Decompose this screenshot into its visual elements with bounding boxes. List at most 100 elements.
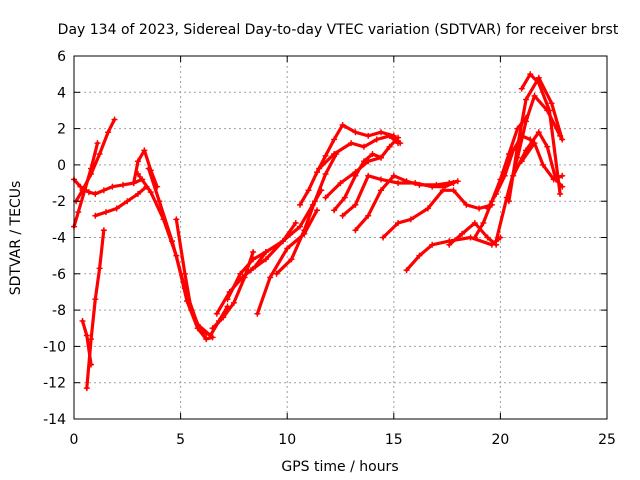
data-point [296,201,303,208]
data-point [531,92,538,99]
data-point [550,176,557,183]
data-point [403,267,410,274]
series-trace [381,188,494,240]
grid-lines [74,56,607,419]
data-point [459,230,466,237]
data-point [493,238,500,245]
x-tick-label: 15 [385,432,403,448]
data-point [239,274,246,281]
data-point [169,238,176,245]
data-point [83,385,90,392]
data-point [254,310,261,317]
x-axis-label: GPS time / hours [281,459,398,475]
data-point [395,180,402,187]
data-point [237,270,244,277]
data-point [527,71,534,78]
data-point [75,209,82,216]
data-point [416,181,423,188]
data-point [424,205,431,212]
data-point [480,219,487,226]
data-point [369,151,376,158]
data-point [341,194,348,201]
data-point [407,216,414,223]
x-tick-label: 5 [176,432,185,448]
x-tick-label: 0 [70,432,79,448]
y-tick-label: 0 [57,158,66,174]
series-sat-p [273,151,340,277]
data-point [224,296,231,303]
data-point [395,134,402,141]
data-point [322,170,329,177]
data-point [446,180,453,187]
data-point [267,274,274,281]
series-trace [74,117,117,203]
data-point [207,332,214,339]
data-point [352,129,359,136]
data-point [548,100,555,107]
series-sat-ae [510,129,566,190]
data-point [518,158,525,165]
data-point [403,178,410,185]
data-point [196,325,203,332]
data-point [113,205,120,212]
x-tick-label: 25 [598,432,616,448]
data-point [514,143,521,150]
chart-title: Day 134 of 2023, Sidereal Day-to-day VTE… [58,22,619,38]
data-point [395,219,402,226]
data-point [365,172,372,179]
data-point [331,136,338,143]
data-point [92,212,99,219]
series-sat-r [316,132,402,172]
y-tick-label: -14 [43,412,66,428]
y-tick-label: -8 [52,303,66,319]
data-point [450,187,457,194]
data-point [141,147,148,154]
data-point [322,194,329,201]
data-point [130,180,137,187]
data-point [77,183,84,190]
data-point [203,330,210,337]
data-point [531,140,538,147]
data-point [88,336,95,343]
data-point [360,158,367,165]
data-point [360,143,367,150]
y-tick-label: 4 [57,85,66,101]
data-point [156,198,163,205]
data-point [546,107,553,114]
y-tick-label: -12 [43,376,66,392]
data-point [173,216,180,223]
data-point [505,198,512,205]
data-point [339,121,346,128]
data-point [378,129,385,136]
data-point [100,227,107,234]
data-point [134,158,141,165]
series-sat-ad [518,71,564,197]
data-point [510,147,517,154]
series-sat-c [71,140,101,230]
data-point [230,299,237,306]
x-tick-label: 20 [491,432,509,448]
data-point [105,129,112,136]
data-point [305,187,312,194]
series-sat-k [209,249,257,332]
data-point [301,227,308,234]
series-sat-q [296,121,404,208]
data-point [311,198,318,205]
data-point [493,190,500,197]
data-point [390,172,397,179]
data-point [501,172,508,179]
data-point [96,265,103,272]
data-point [120,181,127,188]
data-point [378,176,385,183]
data-point [92,296,99,303]
data-point [314,207,321,214]
data-point [365,132,372,139]
data-point [471,219,478,226]
data-point [262,249,269,256]
data-point [352,227,359,234]
series-trace [511,130,564,189]
data-point [386,143,393,150]
data-point [111,116,118,123]
series-sat-t [331,134,402,214]
